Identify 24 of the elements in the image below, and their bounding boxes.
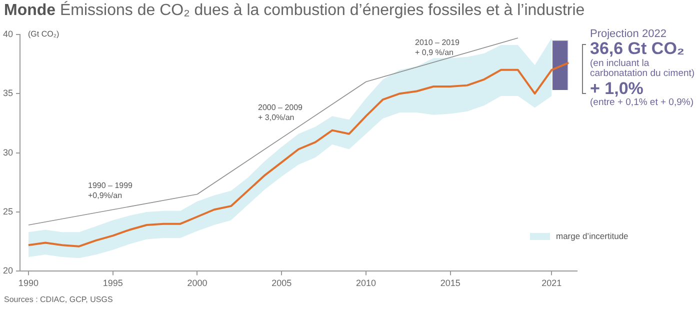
text: 36,6 Gt CO₂ <box>590 39 686 59</box>
annotation: marge d’incertitude <box>556 231 628 241</box>
text: (en incluant la carbonatation du ciment) <box>590 58 696 80</box>
chart-title: Monde Émissions de CO₂ dues à la combustion d’énergies fossiles et à l’industrie <box>4 2 585 20</box>
y-tick-label: 40 <box>2 28 14 39</box>
y-tick-label: 25 <box>2 206 14 216</box>
y-tick-label: 30 <box>2 147 14 158</box>
y-axis-title: (Gt CO₂) <box>28 30 60 39</box>
x-tick-label: 1995 <box>102 278 123 288</box>
text: (entre + 0,1% et + 0,9%) <box>590 97 695 109</box>
text: Projection 2022 <box>590 28 668 40</box>
annotation: 2010 – 2019 + 0,9 %/an <box>415 38 460 58</box>
x-tick-label: 2005 <box>272 278 292 288</box>
x-tick-label: 1990 <box>18 278 38 288</box>
x-tick-label: 2000 <box>187 278 208 288</box>
x-tick-label: 2010 <box>356 278 376 288</box>
source-note: Sources : CDIAC, GCP, USGS <box>4 295 113 304</box>
y-tick-label: 20 <box>2 266 14 276</box>
x-tick-label: 2015 <box>440 278 460 288</box>
annotation: 1990 – 1999 +0,9%/an <box>88 181 132 201</box>
text: + 1,0% <box>590 78 644 98</box>
y-tick-label: 35 <box>2 88 14 98</box>
annotation: 2000 – 2009 + 3,0%/an <box>258 103 302 123</box>
x-tick-label: 2021 <box>542 278 562 288</box>
